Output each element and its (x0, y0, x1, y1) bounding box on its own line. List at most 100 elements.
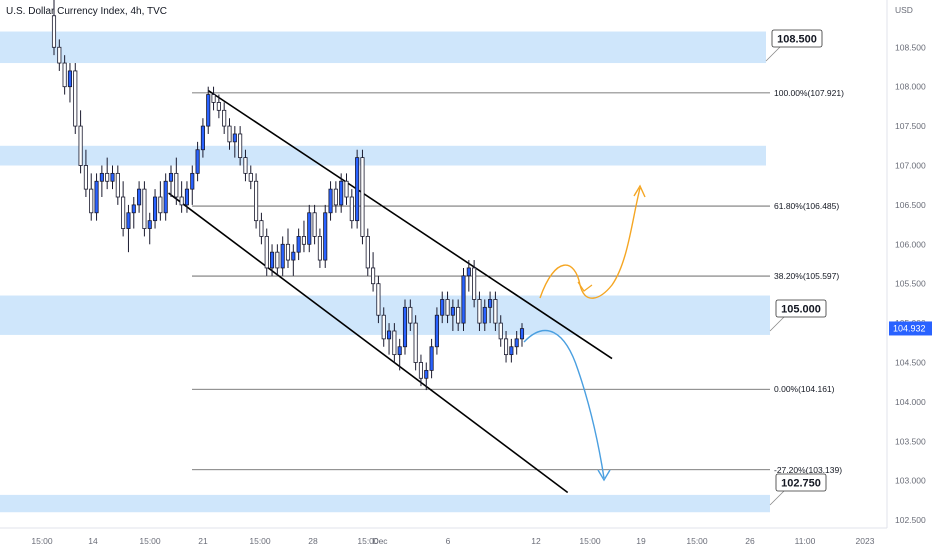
candle-body (152, 196, 158, 222)
chart-title: U.S. Dollar Currency Index, 4h, TVC (6, 6, 167, 17)
y-tick-label: 104.500 (895, 358, 926, 368)
candle-body (482, 306, 487, 324)
x-tick-label: 15:00 (249, 536, 271, 546)
candle-body (110, 172, 115, 182)
callout-pointer (769, 316, 785, 332)
candle-body (392, 330, 397, 356)
zone-callouts: 108.500 105.000 102.750 (765, 29, 827, 506)
last-price-tag (889, 321, 932, 336)
candle-body (131, 204, 136, 214)
callout-box (771, 29, 823, 48)
arrow-down-icon (577, 281, 593, 292)
candle-body (83, 165, 88, 190)
support-resistance-zones (0, 31, 770, 513)
x-tick-label: 15:00 (686, 536, 708, 546)
candle-body (195, 149, 200, 174)
y-tick-label: 108.500 (895, 42, 926, 52)
candle-body (371, 267, 376, 285)
candle-body (243, 157, 248, 174)
candle-body (163, 180, 168, 214)
candle-body (461, 275, 466, 324)
fib-label: 0.00%(104.161) (774, 384, 835, 394)
x-tick-label: 12 (531, 536, 541, 546)
arrow-up-icon (633, 184, 646, 198)
callout-box (775, 473, 827, 492)
candle-body (62, 62, 67, 88)
candle-body (94, 180, 99, 214)
candle-body (126, 212, 131, 229)
zone-band (0, 145, 766, 166)
candle-body (51, 15, 57, 48)
candle-body (360, 157, 365, 237)
candle-body (344, 180, 349, 198)
candle-body (339, 180, 344, 206)
candle-body (168, 172, 174, 182)
fib-label: -27.20%(103.139) (774, 465, 842, 475)
channel-upper-line[interactable] (208, 89, 613, 360)
x-tick-label: 15:00 (579, 536, 601, 546)
candle-body (206, 94, 211, 127)
candle-body (67, 70, 73, 88)
candle-body (179, 196, 184, 206)
fibonacci-levels: 100.00%(107.921) 61.80%(106.485) 38.20%(10… (192, 88, 844, 475)
x-tick-label: 28 (308, 536, 318, 546)
candle-body (158, 196, 163, 214)
candle-body (216, 102, 221, 111)
y-tick-label: 104.000 (895, 397, 926, 407)
candle-body (519, 328, 525, 340)
candle-body (200, 125, 205, 151)
candle-body (488, 299, 493, 308)
y-tick-label: 108.000 (895, 82, 926, 92)
candle-body (402, 306, 408, 348)
x-tick-label: 15:00 (357, 536, 379, 546)
callout-label: 102.750 (781, 478, 821, 490)
candle-body (307, 212, 312, 245)
callout-box (775, 299, 827, 318)
callout-pointer (769, 490, 785, 506)
candle-body (211, 94, 216, 103)
candle-body (349, 196, 354, 222)
candle-body (413, 322, 418, 363)
candlesticks (51, 0, 525, 391)
candle-body (503, 338, 509, 356)
candle-body (477, 299, 482, 324)
zone-band (0, 494, 770, 513)
candle-body (280, 243, 285, 269)
zone-band (0, 31, 766, 64)
x-tick-label: 19 (636, 536, 646, 546)
candle-body (397, 346, 402, 356)
candle-body (264, 236, 269, 269)
fib-label: 38.20%(105.597) (774, 271, 839, 281)
x-tick-label: 26 (745, 536, 755, 546)
x-tick-label: 15:00 (31, 536, 53, 546)
last-price-value: 104.932 (893, 323, 926, 333)
candle-body (424, 369, 429, 379)
candle-body (434, 314, 439, 348)
x-tick-label: 14 (88, 536, 98, 546)
candle-body (275, 251, 280, 269)
candle-body (269, 251, 275, 269)
x-tick-label: 11:00 (795, 536, 816, 546)
channel-lower-line[interactable] (168, 192, 569, 494)
candle-body (418, 362, 424, 379)
bearish-projection-path (523, 330, 605, 479)
candle-body (115, 172, 120, 198)
bullish-projection-path (539, 187, 641, 299)
arrow-down-icon (597, 469, 611, 482)
candle-body (137, 188, 142, 206)
candle-body (291, 251, 296, 261)
candle-body (450, 306, 455, 316)
candle-body (514, 338, 519, 348)
candle-body (73, 70, 78, 127)
candle-body (440, 299, 445, 316)
candle-body (232, 133, 237, 143)
currency-label: USD (895, 5, 913, 15)
candle-body (509, 346, 514, 356)
candle-body (142, 188, 147, 229)
projection-arrows (523, 184, 646, 482)
x-tick-label: 6 (446, 536, 451, 546)
candle-body (190, 172, 195, 190)
candle-body (57, 46, 62, 64)
